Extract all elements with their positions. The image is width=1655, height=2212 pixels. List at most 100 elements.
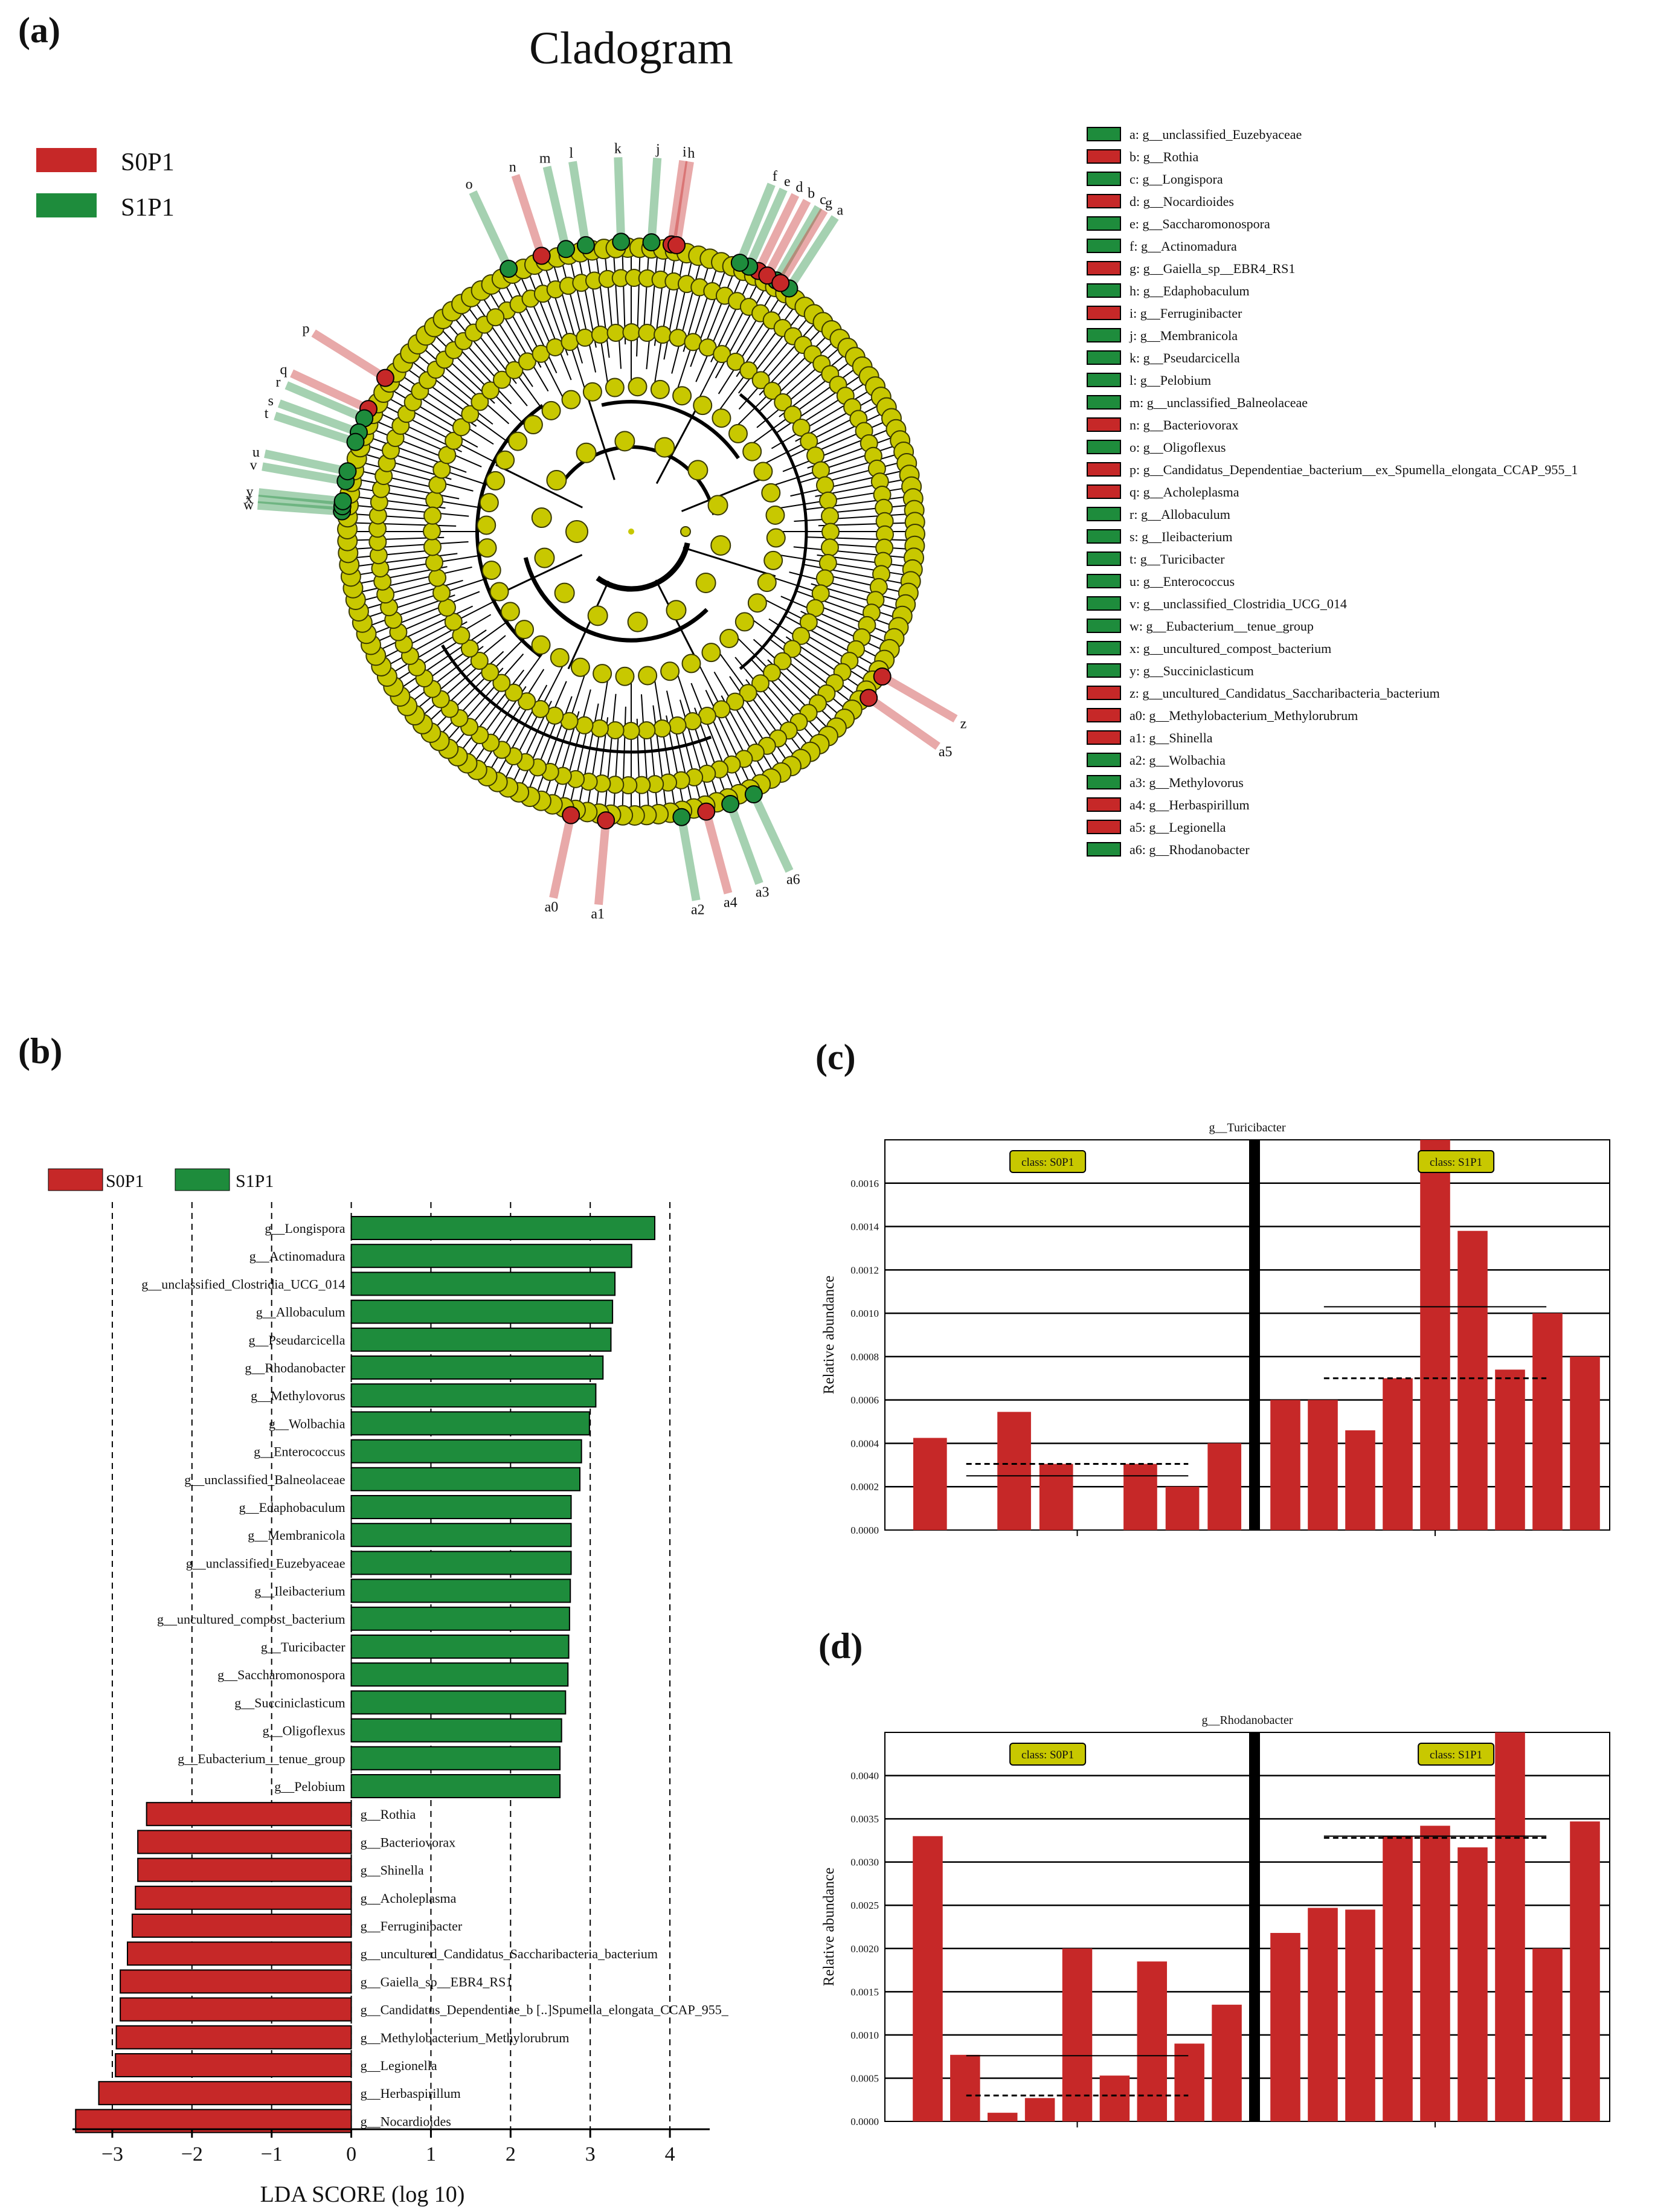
key-swatch [1087,708,1121,722]
cladogram-node [654,437,675,458]
abundance-tick-label: 0.0020 [850,1943,879,1955]
cladogram-node [565,520,588,543]
cladogram-key-list: a: g__unclassified_Euzebyaceae b: g__Roth… [1087,127,1578,857]
lda-bar-label: g__Ileibacterium [254,1584,345,1599]
clade-marker-label: q [280,362,287,378]
cladogram-node [653,719,672,738]
cladogram-branch [830,543,918,550]
abundance-tick-label: 0.0025 [850,1900,879,1911]
key-swatch [1087,484,1121,499]
clade-marker-p [311,329,388,382]
cladogram-node [728,423,748,443]
cladogram-node [783,640,802,658]
lda-bar [350,1774,561,1798]
cladogram-branch [646,246,659,370]
cladogram-node [666,600,687,621]
clade-marker-label: h [687,146,695,161]
cladogram-node [428,475,447,494]
cladogram-node [766,528,786,548]
lda-bars: g__Longispora g__Actinomadura g__unclassif… [75,1216,729,2133]
cladogram-branch [410,348,478,405]
clade-marker-z [880,672,958,723]
lda-bar [350,1606,570,1631]
abundance-bar [1570,1356,1600,1530]
clade-marker-f [736,182,776,265]
cladogram-node [799,613,818,632]
abundance-y-axis-label: Relative abundance [821,1868,837,1986]
legend-label-s1p1: S1P1 [121,194,175,222]
lda-bar [350,1690,567,1715]
cladogram-branch [762,680,821,747]
cladogram-node [495,450,515,470]
abundance-bar [1420,1825,1450,2121]
clade-node-z [873,667,892,686]
key-swatch [1087,306,1121,320]
lda-bar-label: g__Succiniclasticum [234,1695,345,1710]
key-swatch [1087,686,1121,700]
cladogram-node [582,382,602,402]
cladogram-node [654,326,672,344]
cladogram-node [811,461,830,480]
key-label: m: g__unclassified_Balneolaceae [1130,395,1308,410]
cladogram-branch [364,425,446,459]
clade-marker-label: r [275,375,280,390]
clade-marker-x [257,494,343,511]
lda-bar-label: g__unclassified_Balneolaceae [184,1472,345,1487]
lda-bar-label: g__uncultured_compost_bacterium [157,1612,345,1627]
cladogram-branch [719,653,801,764]
lda-bar [350,1439,582,1464]
abundance-tick-label: 0.0015 [850,1986,879,1998]
class-label: class: S0P1 [1021,1156,1074,1169]
lda-bar-label: g__Wolbachia [269,1416,345,1431]
cladogram-branch [477,289,525,364]
clade-marker-s [277,399,361,437]
abundance-bar [1212,2004,1242,2121]
clade-marker-label: d [795,179,803,195]
lda-bar [350,1355,604,1380]
abundance-tick-label: 0.0016 [850,1178,879,1189]
cladogram-node [773,652,792,670]
cladogram-node [606,323,625,342]
cladogram-node [820,538,839,557]
cladogram-node [576,329,594,347]
cladogram-node [707,495,728,516]
cladogram-branch [353,580,439,604]
key-label: y: g__Succiniclasticum [1130,663,1254,678]
key-swatch [1087,775,1121,789]
cladogram-branch [344,522,457,527]
cladogram-arc [523,557,709,643]
clade-node-o [500,259,518,278]
key-swatch [1087,753,1121,767]
cladogram-node [628,377,648,397]
cladogram-node [515,620,535,640]
lda-bar [350,1244,632,1268]
abundance-bar [1532,1313,1563,1530]
key-label: w: g__Eubacterium__tenue_group [1130,619,1314,634]
lda-bar-label: g__Oligoflexus [263,1723,345,1738]
cladogram-branch [358,442,488,486]
cladogram-branch [583,387,615,480]
lda-bar [350,1551,572,1575]
cladogram-branch [681,474,772,512]
clade-marker-label: a2 [691,902,705,918]
cladogram-node [481,663,500,682]
cladogram-node [680,526,691,537]
clade-marker-j [647,158,662,243]
cladogram-branch [500,666,564,788]
class-label-box [1418,1150,1495,1173]
abundance-bar [1137,1961,1168,2121]
cladogram-branch [495,464,583,509]
lda-bar [350,1216,656,1240]
cladogram-arc [596,542,690,592]
cladogram-branch [568,725,588,812]
cladogram-branch [780,555,915,577]
cladogram-node [669,329,687,347]
cladogram-branch [640,694,650,818]
cladogram-node [508,431,528,451]
cladogram-node [452,418,471,437]
cladogram-branch [710,714,746,796]
abundance-chart-title: g__Turicibacter [1209,1121,1285,1134]
cladogram-branch [559,253,582,339]
cladogram-node [554,582,575,603]
